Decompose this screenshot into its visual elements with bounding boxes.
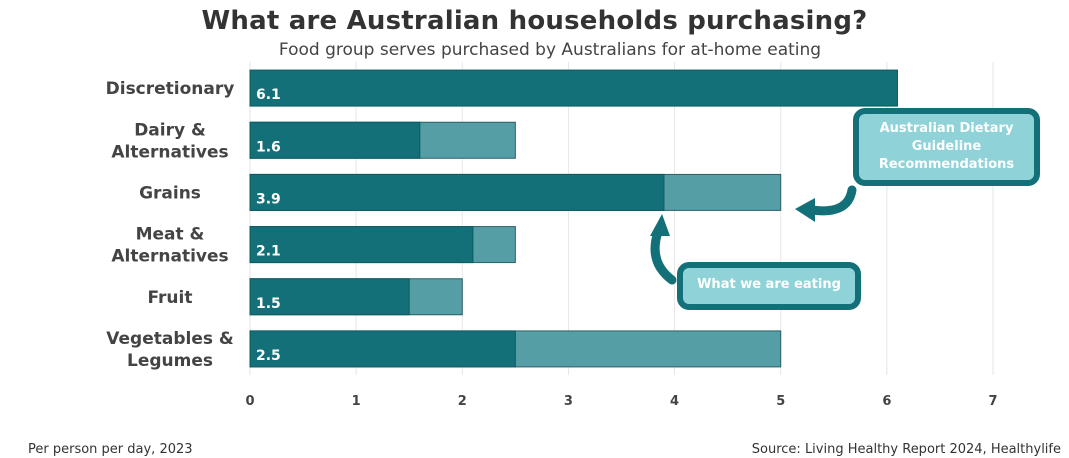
- callout-eating: What we are eating: [677, 262, 861, 310]
- category-label: Dairy & Alternatives: [111, 120, 228, 162]
- bars: 6.1 1.6 3.9 2.1 1.5 2.5: [249, 69, 898, 368]
- category-label: Fruit: [148, 288, 193, 308]
- bar-eating: [249, 278, 410, 316]
- category-labels: Discretionary Dairy & Alternatives Grains Me…: [106, 79, 235, 371]
- x-tick-label: 7: [988, 394, 997, 409]
- x-tick-label: 0: [245, 394, 254, 409]
- x-axis-ticks: 0 1 2 3 4 5 6 7: [245, 394, 997, 409]
- bar-eating: [249, 226, 474, 264]
- bar-value-label: 2.1: [256, 244, 281, 260]
- bar-value-label: 1.6: [256, 139, 281, 155]
- bar-value-label: 2.5: [256, 348, 281, 364]
- bar-eating: [249, 121, 421, 159]
- gridlines: [249, 62, 994, 375]
- arrow-eating-head-icon: [650, 214, 670, 236]
- bar-value-label: 6.1: [256, 87, 281, 103]
- footer-note: Per person per day, 2023: [28, 442, 193, 457]
- callout-arrows: [650, 185, 857, 285]
- bar-value-label: 3.9: [256, 191, 281, 207]
- bar-eating: [249, 173, 665, 211]
- bar-eating: [249, 330, 516, 368]
- arrow-guideline-head-icon: [795, 198, 815, 222]
- bar-eating: [249, 69, 898, 107]
- arrow-guideline-icon: [807, 185, 857, 216]
- footer-source: Source: Living Healthy Report 2024, Heal…: [751, 442, 1061, 457]
- x-tick-label: 3: [564, 394, 573, 409]
- bar-value-label: 1.5: [256, 296, 281, 312]
- category-label: Discretionary: [106, 79, 235, 99]
- x-tick-label: 5: [776, 394, 785, 409]
- category-label: Vegetables & Legumes: [106, 329, 234, 371]
- x-tick-label: 1: [352, 394, 361, 409]
- callout-guideline: Australian Dietary Guideline Recommendat…: [853, 108, 1040, 186]
- chart-title: What are Australian households purchasin…: [201, 6, 868, 36]
- category-label: Grains: [139, 183, 201, 203]
- chart-subtitle: Food group serves purchased by Australia…: [278, 40, 822, 60]
- x-tick-label: 6: [882, 394, 891, 409]
- x-tick-label: 4: [670, 394, 679, 409]
- x-tick-label: 2: [458, 394, 467, 409]
- arrow-eating-icon: [650, 227, 677, 285]
- category-label: Meat & Alternatives: [111, 225, 228, 267]
